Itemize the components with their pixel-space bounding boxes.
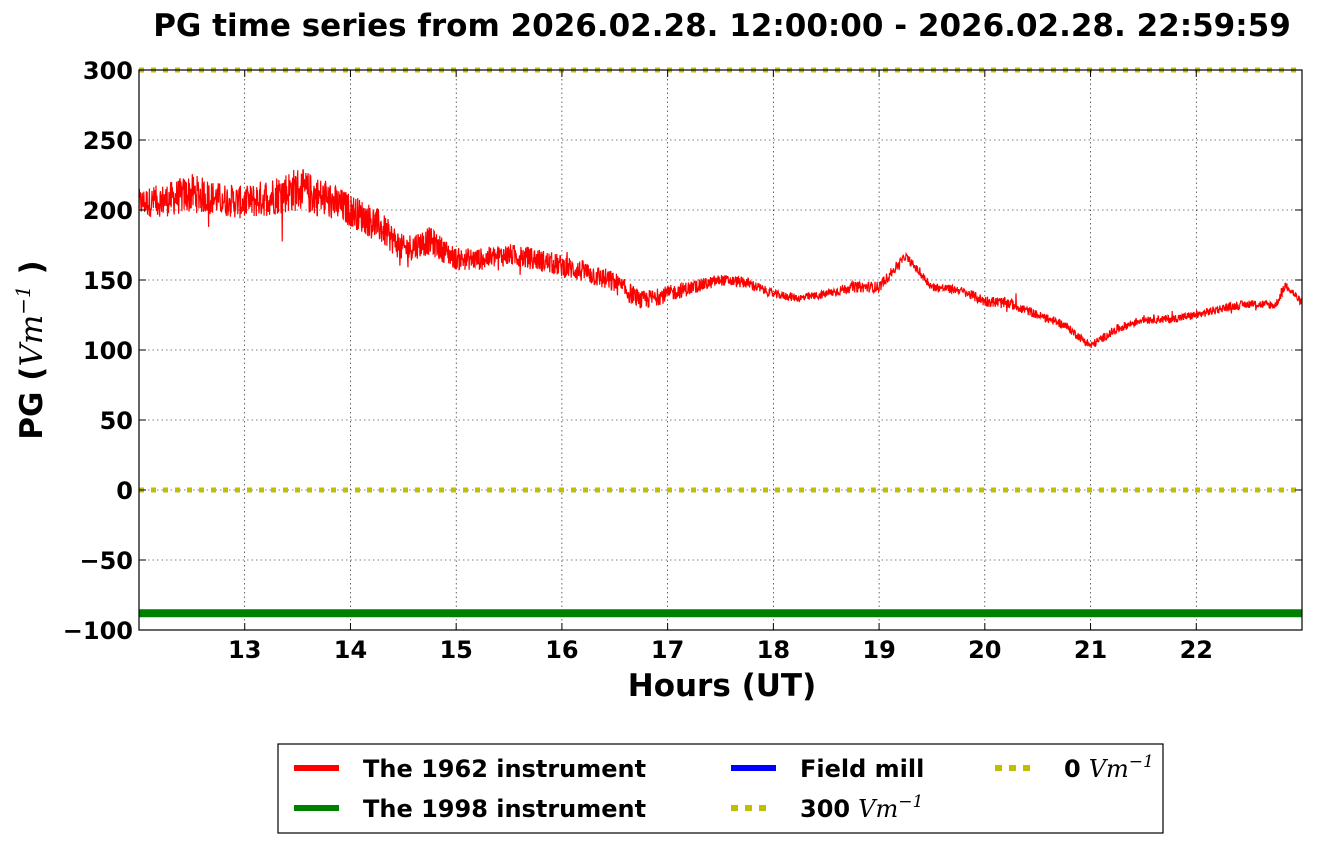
x-tick-label: 22 <box>1180 636 1213 664</box>
x-tick-label: 19 <box>862 636 895 664</box>
x-tick-label: 17 <box>651 636 684 664</box>
chart-title: PG time series from 2026.02.28. 12:00:00… <box>153 8 1291 44</box>
y-tick-label: 300 <box>83 57 133 85</box>
x-tick-label: 16 <box>545 636 578 664</box>
legend-item: The 1998 instrument <box>294 795 646 823</box>
y-tick-label: 0 <box>116 477 133 505</box>
x-axis-ticks: 13 14 15 16 17 18 19 20 21 22 <box>228 70 1213 664</box>
series-layer <box>138 169 1303 618</box>
y-tick-label: 50 <box>100 407 133 435</box>
legend-label: The 1998 instrument <box>363 795 646 823</box>
y-tick-label: 200 <box>83 197 133 225</box>
x-tick-label: 14 <box>334 636 367 664</box>
y-tick-label: 150 <box>83 267 133 295</box>
x-tick-label: 15 <box>439 636 472 664</box>
x-tick-label: 18 <box>757 636 790 664</box>
x-tick-label: 21 <box>1074 636 1107 664</box>
y-tick-label: 100 <box>83 337 133 365</box>
y-tick-label: 250 <box>83 127 133 155</box>
legend-label: The 1962 instrument <box>363 755 646 783</box>
legend-item: The 1962 instrument <box>294 755 646 783</box>
grid-lines <box>139 69 1302 631</box>
x-tick-label: 20 <box>968 636 1001 664</box>
legend: The 1962 instrument The 1998 instrument Fi… <box>277 743 1164 834</box>
legend-label: Field mill <box>800 755 924 783</box>
y-axis-label: PG (Vm−1 ) <box>11 260 50 439</box>
legend-item: 300 Vm−1 <box>731 792 923 823</box>
legend-label: 0 Vm−1 <box>1064 752 1154 783</box>
legend-item: Field mill <box>731 755 924 783</box>
legend-box <box>277 743 1164 834</box>
y-tick-label: −100 <box>63 617 133 645</box>
series-the-1962-instrument-line <box>138 169 1303 349</box>
y-axis-ticks: −100 −50 0 50 100 150 200 250 300 <box>63 57 1302 645</box>
x-axis-label: Hours (UT) <box>628 668 817 704</box>
legend-label: 300 Vm−1 <box>800 792 923 823</box>
y-tick-label: −50 <box>79 547 133 575</box>
x-tick-label: 13 <box>228 636 261 664</box>
legend-item: 0 Vm−1 <box>995 752 1154 783</box>
